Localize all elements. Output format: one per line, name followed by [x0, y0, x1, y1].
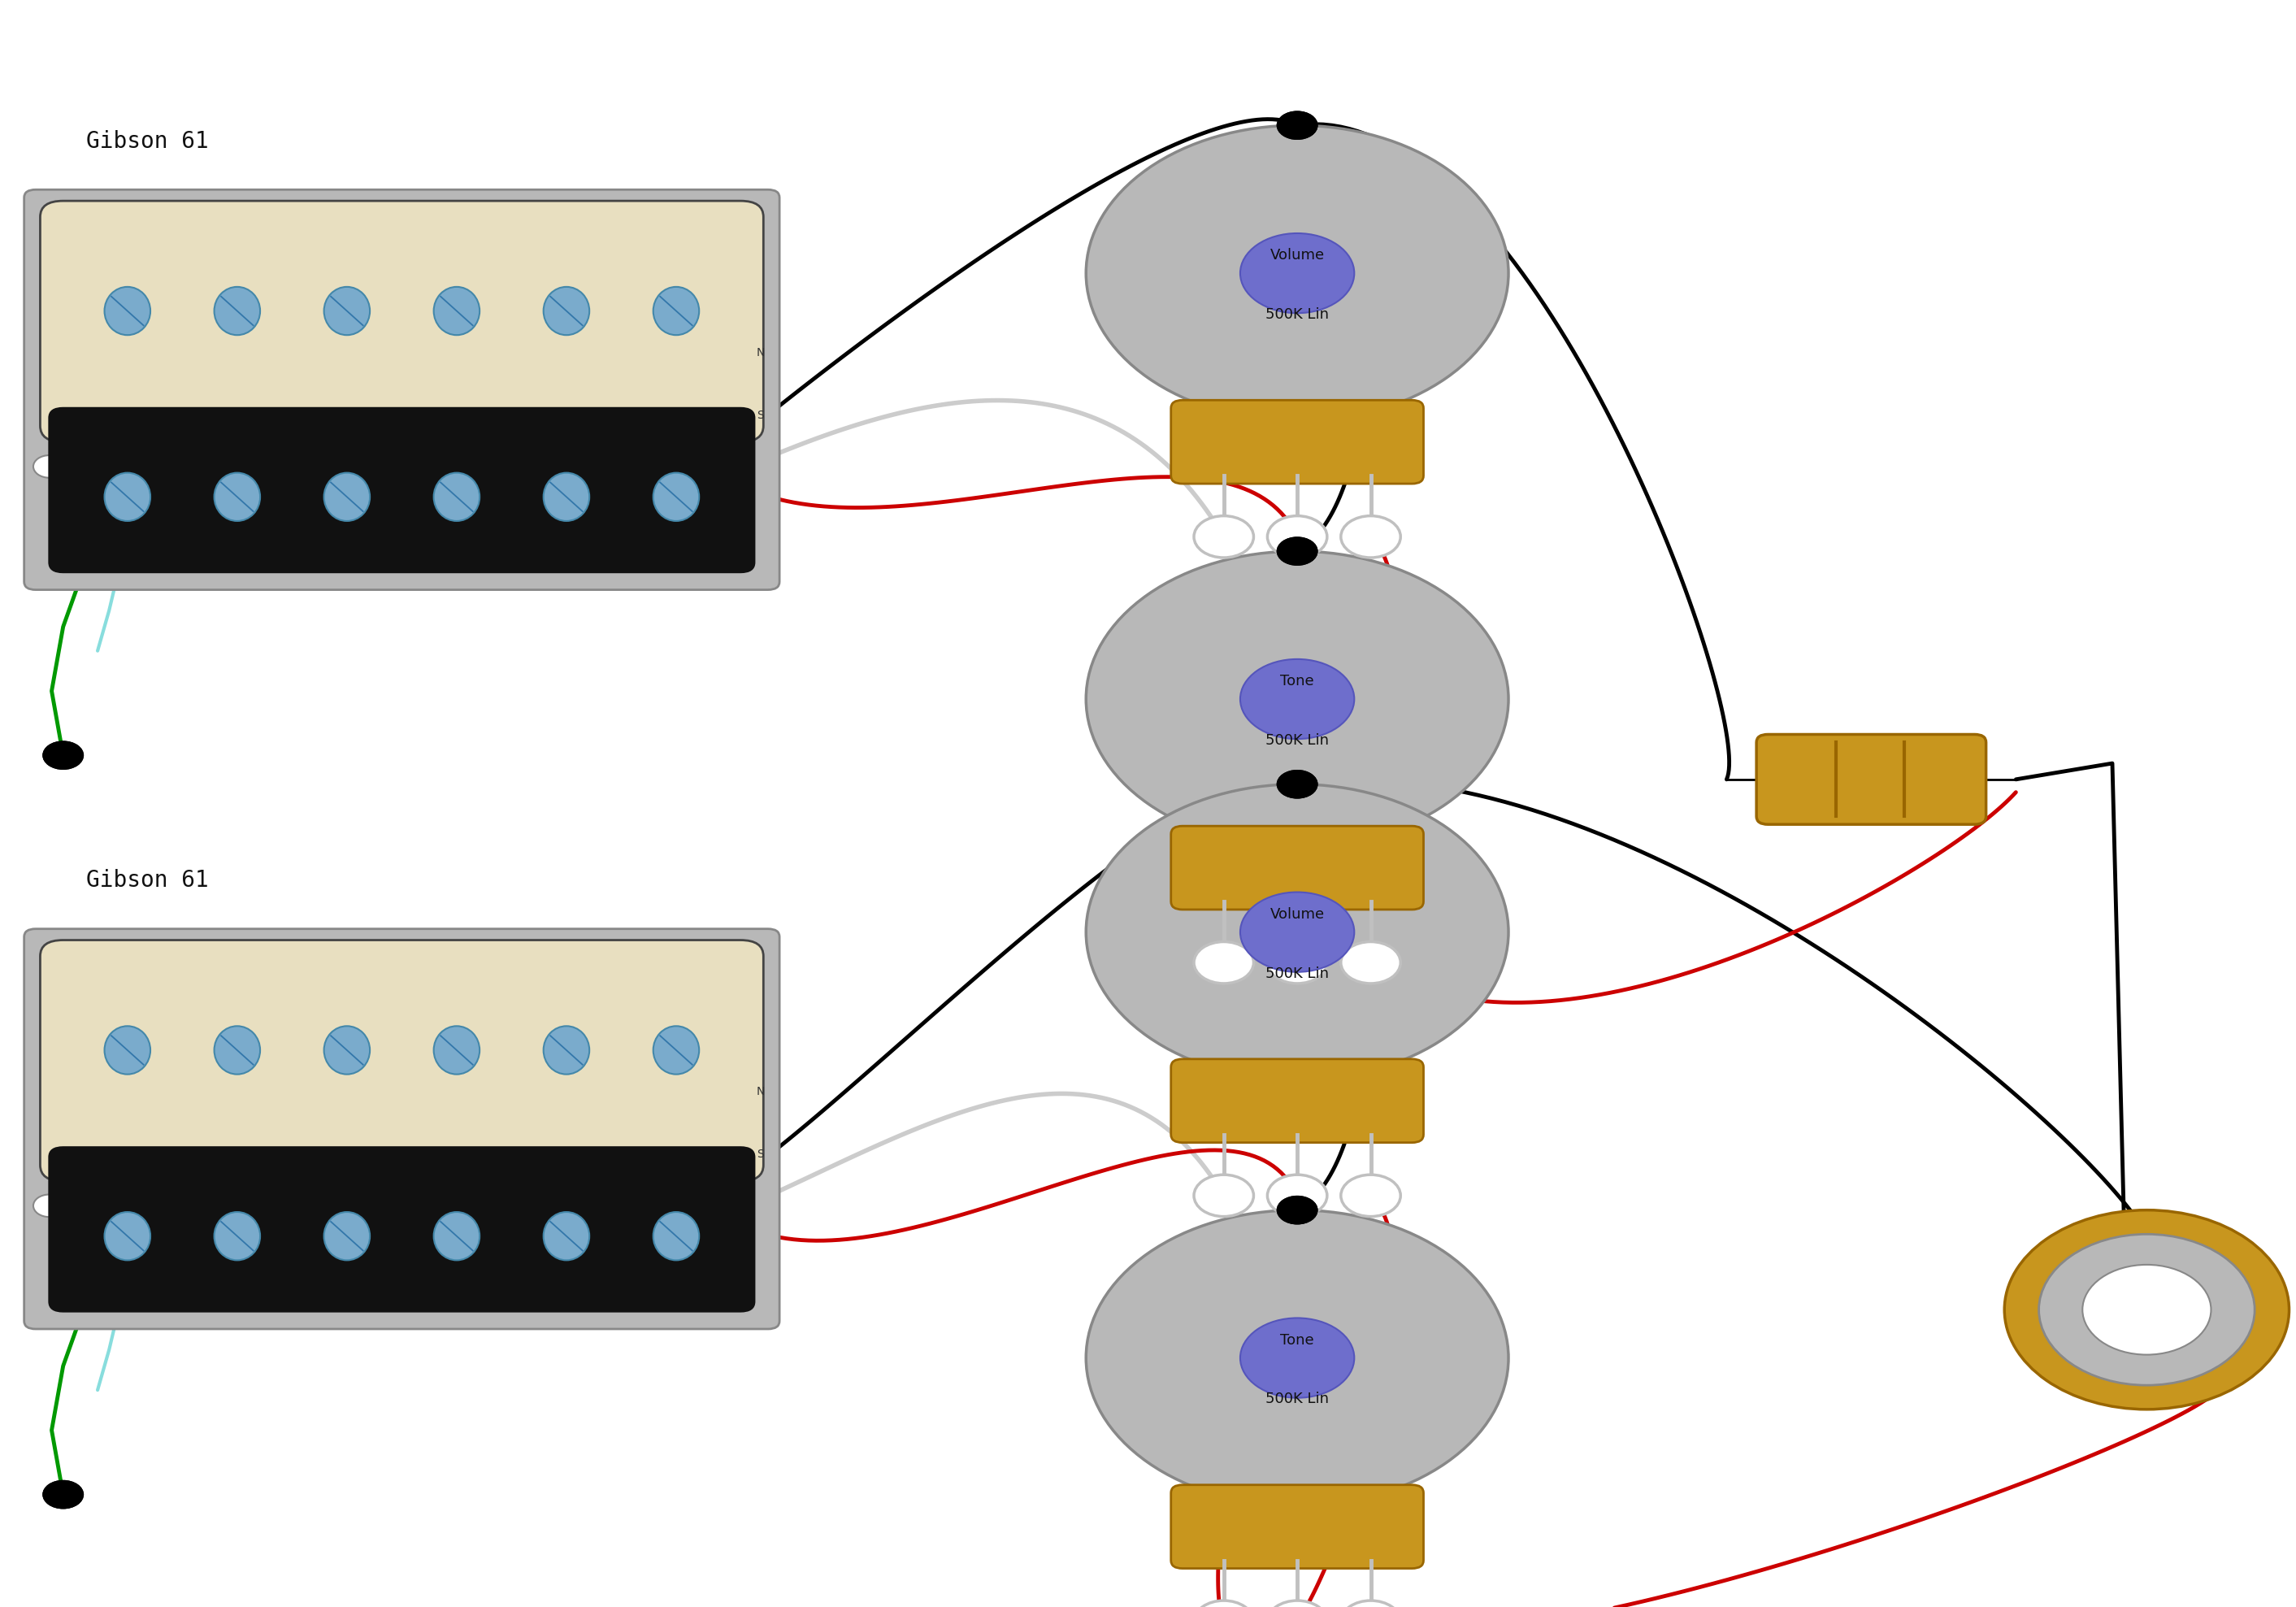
Circle shape	[1240, 659, 1355, 739]
Circle shape	[2082, 1265, 2211, 1355]
Text: Tone: Tone	[1281, 673, 1313, 689]
Circle shape	[1277, 537, 1318, 566]
Circle shape	[1194, 942, 1254, 983]
Ellipse shape	[544, 1025, 590, 1073]
Text: 500K Lin: 500K Lin	[1265, 1392, 1329, 1406]
FancyBboxPatch shape	[1756, 734, 1986, 824]
Ellipse shape	[434, 1212, 480, 1260]
Ellipse shape	[106, 286, 152, 336]
Circle shape	[41, 1480, 83, 1509]
Text: Volume: Volume	[1270, 247, 1325, 264]
Text: N: N	[758, 347, 765, 358]
Circle shape	[41, 741, 83, 770]
FancyBboxPatch shape	[51, 1147, 753, 1311]
Circle shape	[41, 1480, 83, 1509]
Circle shape	[1341, 1175, 1401, 1216]
Circle shape	[1194, 1601, 1254, 1607]
Circle shape	[1267, 516, 1327, 558]
Circle shape	[1086, 551, 1508, 847]
Ellipse shape	[324, 472, 370, 521]
Text: S: S	[758, 1149, 765, 1160]
Ellipse shape	[214, 472, 259, 521]
Circle shape	[1277, 1196, 1318, 1225]
FancyBboxPatch shape	[51, 408, 753, 572]
Circle shape	[1277, 770, 1318, 799]
Circle shape	[2039, 1234, 2255, 1385]
FancyBboxPatch shape	[1171, 1059, 1424, 1143]
Text: 500K Lin: 500K Lin	[1265, 307, 1329, 321]
Text: S: S	[758, 410, 765, 421]
Ellipse shape	[544, 472, 590, 521]
Circle shape	[1240, 1318, 1355, 1398]
Circle shape	[1086, 125, 1508, 421]
FancyBboxPatch shape	[1171, 826, 1424, 910]
Ellipse shape	[324, 1025, 370, 1073]
Ellipse shape	[324, 286, 370, 336]
FancyBboxPatch shape	[23, 929, 781, 1329]
Circle shape	[1194, 516, 1254, 558]
Circle shape	[1277, 770, 1318, 799]
Circle shape	[2004, 1210, 2289, 1409]
Ellipse shape	[652, 286, 698, 336]
Text: Gibson 61: Gibson 61	[87, 869, 209, 892]
Circle shape	[1267, 942, 1327, 983]
Circle shape	[32, 455, 64, 477]
Text: Tone: Tone	[1281, 1332, 1313, 1348]
FancyBboxPatch shape	[1171, 400, 1424, 484]
Text: 500K Lin: 500K Lin	[1265, 966, 1329, 980]
Text: Gibson 61: Gibson 61	[87, 130, 209, 153]
Circle shape	[1277, 1196, 1318, 1225]
Ellipse shape	[652, 1212, 698, 1260]
Circle shape	[1277, 111, 1318, 140]
Circle shape	[1240, 233, 1355, 313]
Ellipse shape	[544, 1212, 590, 1260]
Text: Volume: Volume	[1270, 906, 1325, 922]
FancyBboxPatch shape	[39, 940, 762, 1181]
Circle shape	[1267, 1601, 1327, 1607]
Circle shape	[1341, 1601, 1401, 1607]
Ellipse shape	[214, 1025, 259, 1073]
Ellipse shape	[106, 472, 152, 521]
Circle shape	[32, 1194, 64, 1216]
Ellipse shape	[106, 1025, 152, 1073]
Circle shape	[1086, 1210, 1508, 1506]
Ellipse shape	[434, 286, 480, 336]
FancyBboxPatch shape	[1171, 1485, 1424, 1568]
Circle shape	[1194, 1175, 1254, 1216]
FancyBboxPatch shape	[39, 201, 762, 442]
Ellipse shape	[214, 1212, 259, 1260]
Ellipse shape	[652, 472, 698, 521]
Circle shape	[1277, 537, 1318, 566]
Ellipse shape	[652, 1025, 698, 1073]
Circle shape	[1240, 892, 1355, 972]
Ellipse shape	[214, 286, 259, 336]
Ellipse shape	[434, 1025, 480, 1073]
Circle shape	[1267, 1175, 1327, 1216]
Text: N: N	[758, 1086, 765, 1098]
Circle shape	[41, 741, 83, 770]
Circle shape	[1086, 784, 1508, 1080]
FancyBboxPatch shape	[23, 190, 781, 590]
Ellipse shape	[106, 1212, 152, 1260]
Circle shape	[1341, 516, 1401, 558]
Ellipse shape	[434, 472, 480, 521]
Ellipse shape	[324, 1212, 370, 1260]
Text: 500K Lin: 500K Lin	[1265, 733, 1329, 747]
Circle shape	[1277, 111, 1318, 140]
Circle shape	[1341, 942, 1401, 983]
Ellipse shape	[544, 286, 590, 336]
